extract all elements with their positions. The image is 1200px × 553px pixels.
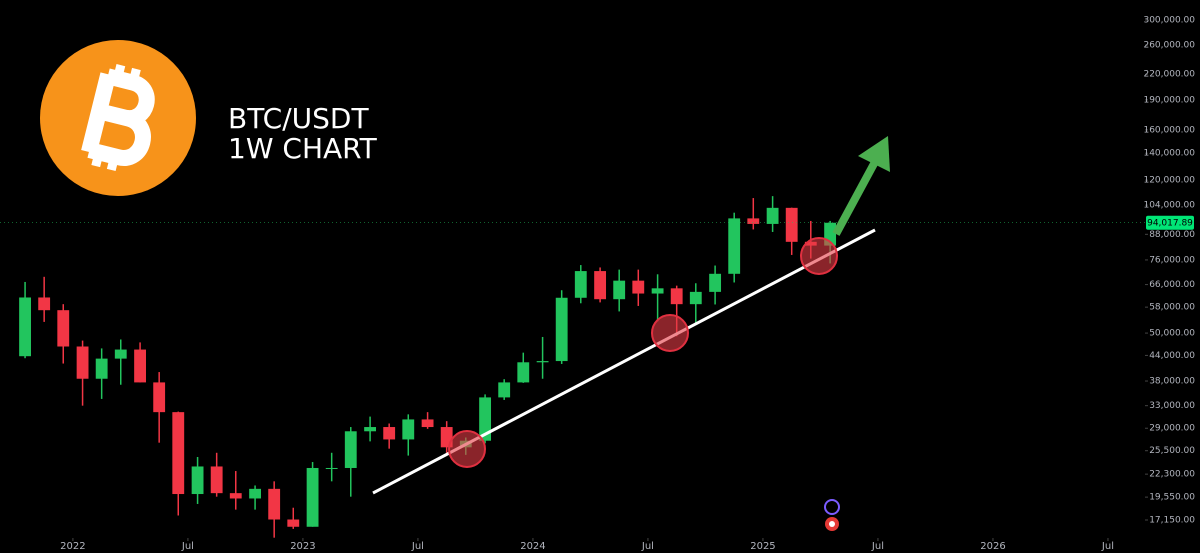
candle-body <box>249 488 262 499</box>
touch-circle <box>651 314 689 352</box>
y-tick-label: 76,000.00 <box>1149 255 1195 265</box>
candle-body <box>383 427 396 440</box>
candle-body <box>38 297 51 311</box>
y-tick-label: 17,150.00 <box>1149 516 1195 526</box>
touch-circle <box>448 430 486 468</box>
title: BTC/USDT <box>228 102 369 135</box>
y-tick-label: 88,000.00 <box>1149 230 1195 240</box>
candle-body <box>651 288 664 294</box>
last-price-label: 94,017.89 <box>1147 218 1193 228</box>
candle-body <box>364 427 377 432</box>
candle-body <box>574 271 587 298</box>
candle-body <box>57 310 70 347</box>
candle-body <box>287 519 300 527</box>
y-tick-label: 44,000.00 <box>1149 351 1195 361</box>
candle-body <box>613 280 626 300</box>
up-arrow <box>832 136 890 236</box>
candle-body <box>555 297 568 362</box>
x-tick-label: 2023 <box>290 541 315 552</box>
y-tick-label: 19,550.00 <box>1149 493 1195 503</box>
candle-body <box>594 271 607 300</box>
plot <box>0 196 1145 538</box>
y-tick-label: 140,000.00 <box>1143 149 1195 159</box>
x-tick-label: 2022 <box>60 541 85 552</box>
y-tick-label: 50,000.00 <box>1149 329 1195 339</box>
x-tick-label: 2026 <box>980 541 1005 552</box>
candle-body <box>824 222 837 246</box>
y-tick-label: 22,300.00 <box>1149 470 1195 480</box>
y-tick-label: 220,000.00 <box>1143 70 1195 80</box>
candle-body <box>536 361 549 363</box>
candle-body <box>421 419 434 428</box>
candle-body <box>670 288 683 305</box>
y-tick-label: 300,000.00 <box>1143 16 1195 26</box>
event-icons <box>824 499 840 531</box>
x-tick-label: 2025 <box>750 541 775 552</box>
candle-body <box>210 466 223 494</box>
candle-body <box>95 358 108 379</box>
y-tick-label: 120,000.00 <box>1143 176 1195 186</box>
candle-body <box>402 419 415 440</box>
candle-body <box>76 346 89 379</box>
candle-body <box>440 427 453 448</box>
candle-body <box>114 349 127 359</box>
candle-body <box>191 466 204 495</box>
candle-body <box>19 297 31 357</box>
x-tick-label: Jul <box>641 541 654 552</box>
y-tick-label: 260,000.00 <box>1143 41 1195 51</box>
candle-body <box>498 382 511 398</box>
last-price-box <box>1146 215 1194 230</box>
y-tick-label: 25,500.00 <box>1149 446 1195 456</box>
y-tick-label: 33,000.00 <box>1149 401 1195 411</box>
x-tick-label: Jul <box>1101 541 1114 552</box>
y-tick-label: 104,000.00 <box>1143 201 1195 211</box>
x-tick-label: Jul <box>871 541 884 552</box>
subtitle: 1W CHART <box>228 132 378 165</box>
candle-body <box>785 207 798 242</box>
candle-body <box>517 362 530 383</box>
candle-body <box>632 280 645 294</box>
candle-body <box>268 488 281 520</box>
candle-body <box>689 291 702 305</box>
candle-body <box>306 467 319 527</box>
candle-body <box>229 493 242 499</box>
candle-body <box>134 349 146 383</box>
candle-body <box>479 397 492 441</box>
candle-body <box>747 218 760 224</box>
y-tick-label: 29,000.00 <box>1149 424 1195 434</box>
bitcoin-logo <box>40 40 196 196</box>
candle-body <box>728 218 741 274</box>
y-tick-label: 58,000.00 <box>1149 303 1195 313</box>
y-tick-label: 190,000.00 <box>1143 95 1195 105</box>
y-tick-label: 160,000.00 <box>1143 125 1195 135</box>
candle-body <box>325 467 338 469</box>
candle-body <box>766 207 779 224</box>
touch-circle <box>800 237 838 275</box>
candle-body <box>153 382 166 413</box>
candle-body <box>172 412 185 495</box>
candle-body <box>344 431 357 468</box>
y-tick-label: 66,000.00 <box>1149 280 1195 290</box>
y-tick-label: 38,000.00 <box>1149 377 1195 387</box>
x-tick-label: Jul <box>411 541 424 552</box>
x-tick-label: 2024 <box>520 541 545 552</box>
candle-body <box>709 273 722 292</box>
x-tick-label: Jul <box>181 541 194 552</box>
